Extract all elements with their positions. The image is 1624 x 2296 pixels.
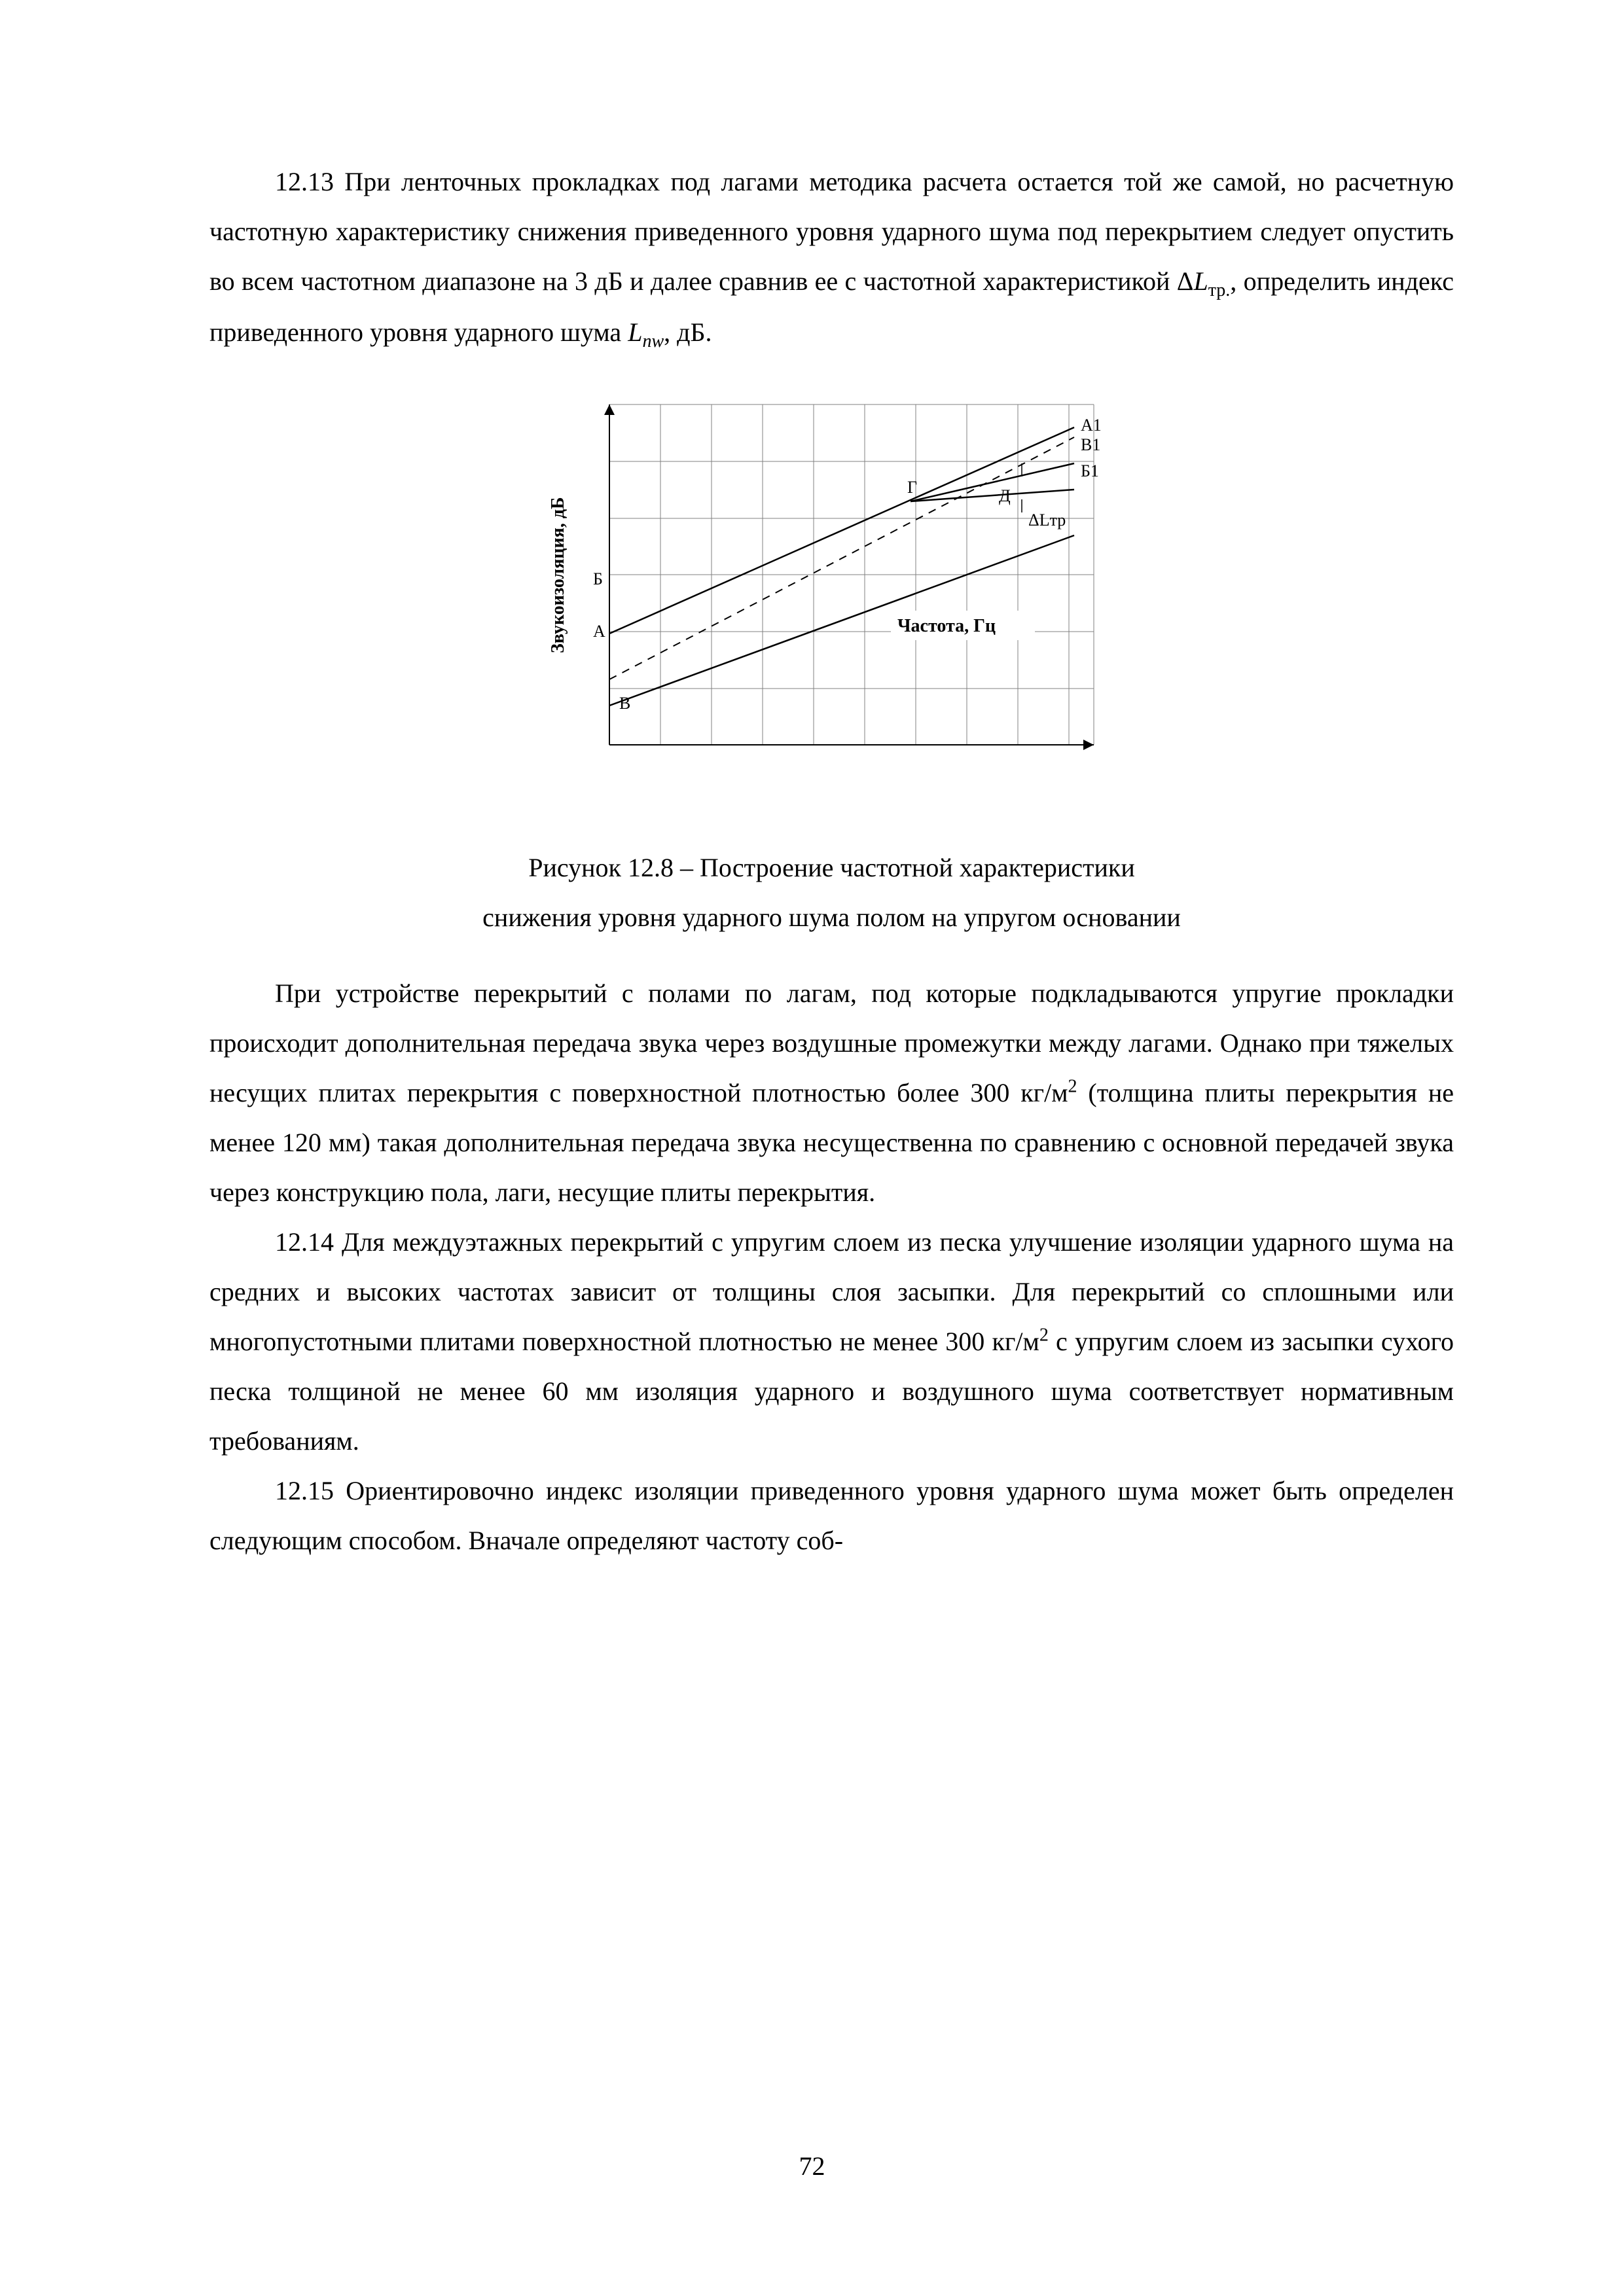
svg-text:Г: Г — [907, 478, 917, 497]
p4: 12.15 Ориентировочно индекс изоляции при… — [209, 1476, 1454, 1555]
chart-svg: Частота, Гц А Б В Г Д А1В1 Б1 ΔLтр Звукоизоляция,… — [505, 378, 1159, 823]
caption-line-2: снижения уровня ударного шума полом на у… — [209, 893, 1454, 942]
svg-text:В1: В1 — [1081, 435, 1100, 454]
figure-caption: Рисунок 12.8 – Построение частотной хара… — [209, 843, 1454, 942]
svg-text:Звукоизоляция, дБ: Звукоизоляция, дБ — [548, 497, 568, 654]
p1-sub1: тр. — [1208, 280, 1231, 300]
svg-text:А1: А1 — [1081, 416, 1102, 435]
caption-line-1: Рисунок 12.8 – Построение частотной хара… — [209, 843, 1454, 893]
page-number: 72 — [0, 2142, 1624, 2191]
p3-sup: 2 — [1039, 1325, 1049, 1346]
svg-text:Б1: Б1 — [1081, 461, 1099, 480]
paragraph-about-floors: При устройстве перекрытий с полами по ла… — [209, 969, 1454, 1217]
svg-text:ΔLтр: ΔLтр — [1028, 511, 1066, 529]
paragraph-12-14: 12.14 Для междуэтажных перекрытий с упру… — [209, 1217, 1454, 1466]
svg-text:Б: Б — [593, 569, 603, 588]
figure-12-8: Частота, Гц А Б В Г Д А1В1 Б1 ΔLтр Звукоизоляция,… — [209, 378, 1454, 823]
svg-text:В: В — [619, 694, 630, 713]
p1-L2: L — [628, 317, 642, 347]
svg-text:А: А — [593, 622, 605, 641]
p1-text-c: , дБ. — [664, 317, 712, 347]
p1-L1: L — [1193, 266, 1208, 296]
p2-sup: 2 — [1068, 1077, 1077, 1097]
paragraph-12-13: 12.13 При ленточных прокладках под лагам… — [209, 157, 1454, 359]
svg-text:Д: Д — [999, 486, 1011, 505]
svg-text:Частота, Гц: Частота, Гц — [897, 616, 996, 636]
paragraph-12-15: 12.15 Ориентировочно индекс изоляции при… — [209, 1466, 1454, 1566]
p1-sub2: nw — [642, 331, 664, 351]
